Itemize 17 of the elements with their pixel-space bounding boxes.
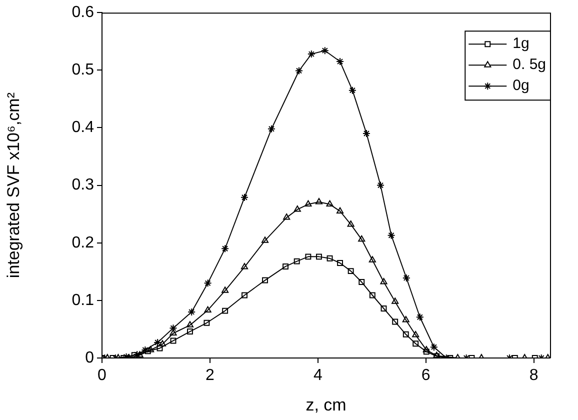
y-tick-label: 0.3 — [72, 176, 94, 194]
y-tick-label: 0.4 — [72, 119, 94, 136]
y-tick-label: 0.2 — [72, 234, 94, 252]
y-tick-label: 0.1 — [72, 292, 94, 309]
legend-label: 0. 5g — [512, 56, 546, 74]
x-tick-label: 6 — [421, 367, 430, 384]
y-tick-label: 0.6 — [72, 4, 94, 22]
y-tick-label: 0 — [85, 349, 94, 366]
x-tick-label: 8 — [529, 367, 538, 384]
legend-label: 1g — [512, 35, 530, 52]
x-tick-label: 2 — [206, 367, 214, 384]
x-tick-label: 4 — [313, 367, 322, 384]
legend-label: 0g — [512, 77, 530, 94]
x-tick-label: 0 — [98, 367, 107, 384]
y-tick-label: 0.5 — [72, 62, 94, 79]
y-axis-title: integrated SVF x10⁶,cm² — [4, 92, 23, 278]
x-axis-title: z, cm — [306, 395, 346, 414]
